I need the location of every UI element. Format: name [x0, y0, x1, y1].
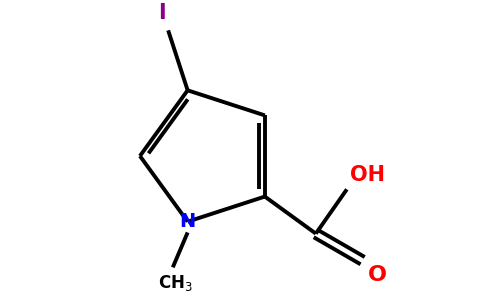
- Text: N: N: [180, 212, 196, 231]
- Text: O: O: [367, 266, 386, 285]
- Text: OH: OH: [350, 165, 385, 184]
- Text: CH$_3$: CH$_3$: [158, 273, 193, 293]
- Text: I: I: [158, 3, 166, 23]
